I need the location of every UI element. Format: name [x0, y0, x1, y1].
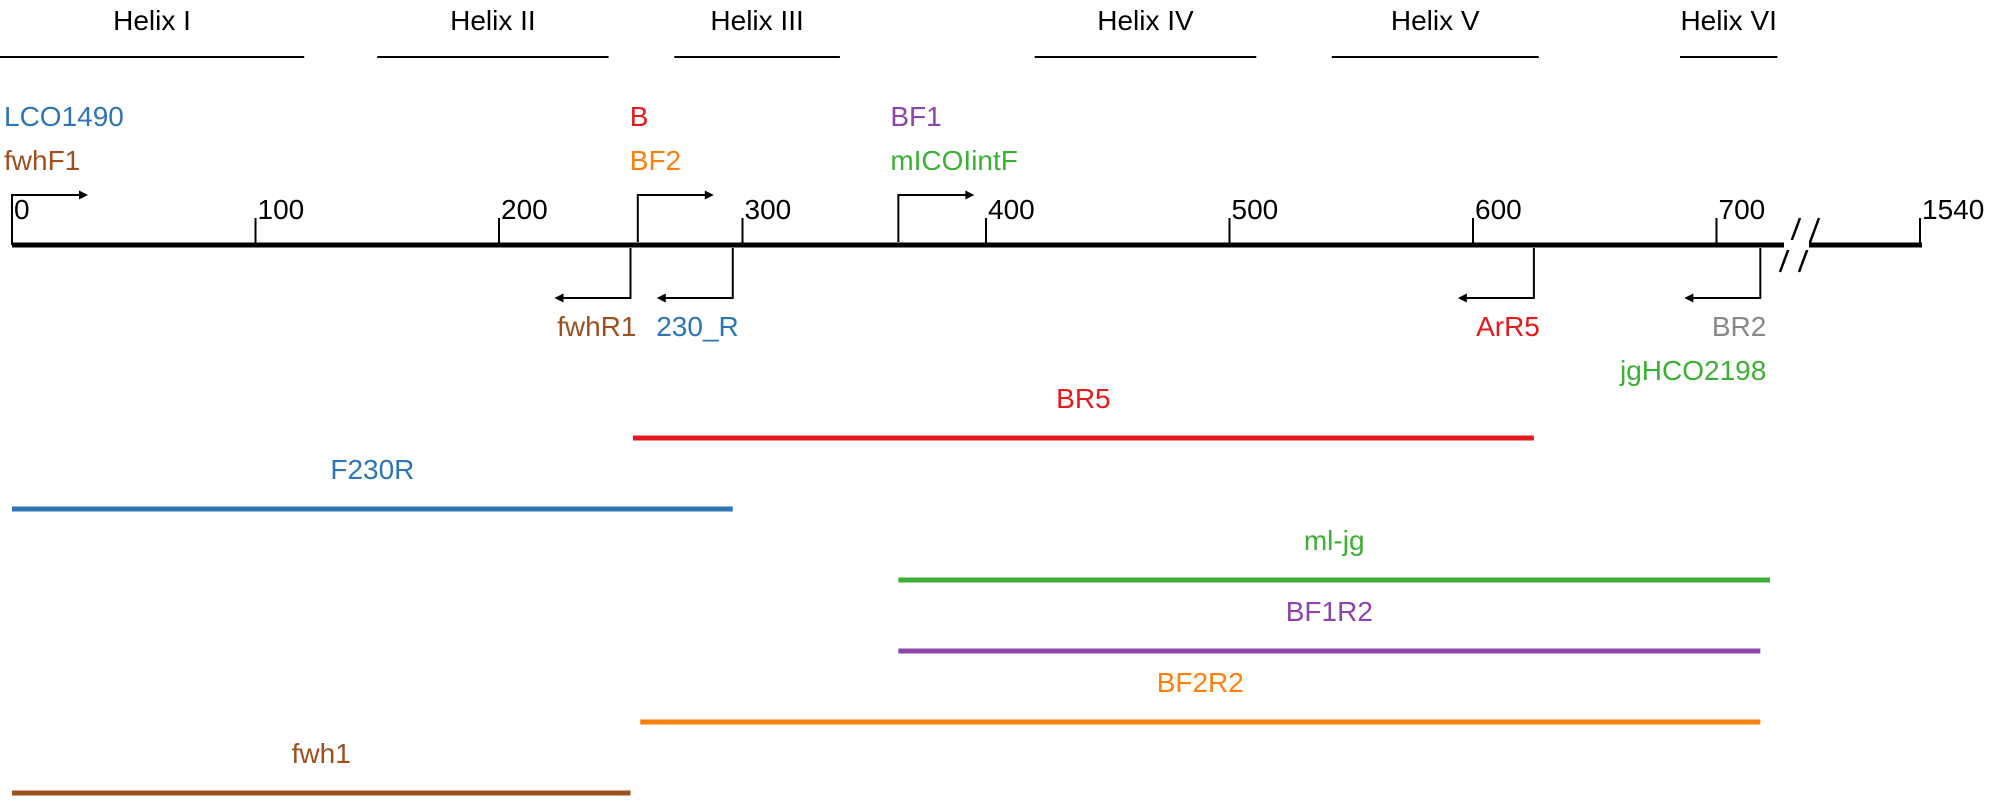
helix-label: Helix IV [1097, 5, 1194, 36]
sequence-axis: 0 100 200 300 400 500 600 700 1540 [11, 194, 1984, 273]
arrow-head-icon [704, 190, 714, 200]
forward-primer-label: B [630, 101, 649, 132]
helix-layer: Helix I Helix II Helix III Helix IV Helix V H… [0, 5, 1778, 58]
helix-label: Helix II [450, 5, 536, 36]
amplicon-label: BF2R2 [1157, 667, 1244, 698]
reverse-primer-arrow [562, 248, 632, 299]
reverse-primer-label: BR2 [1712, 311, 1766, 342]
amplicon-label: BF1R2 [1286, 596, 1373, 627]
arrow-head-icon [965, 190, 975, 200]
axis-tick-label: 200 [501, 194, 548, 225]
axis-tick-label: 600 [1475, 194, 1522, 225]
reverse-primer-label: ArR5 [1476, 311, 1540, 342]
axis-tick-label: 300 [745, 194, 792, 225]
forward-primer-label: LCO1490 [4, 101, 124, 132]
forward-primer-arrow [636, 194, 706, 242]
forward-primer-arrow [897, 194, 967, 242]
reverse-primer-label: fwhR1 [557, 311, 636, 342]
reverse-primer-arrow [664, 248, 734, 299]
helix-label: Helix VI [1680, 5, 1776, 36]
amplicon-label: ml-jg [1304, 525, 1365, 556]
reverse-primer-label: 230_R [656, 311, 739, 342]
amplicon-label: F230R [330, 454, 414, 485]
reverse-primer-arrow [1692, 248, 1762, 299]
forward-primer-label: mICOIintF [890, 145, 1018, 176]
arrow-head-icon [1684, 293, 1694, 303]
primer-layer: LCO1490 fwhF1 B BF2 BF1 mICOIintF fwhR1 230_R Ar… [4, 101, 1766, 386]
helix-label: Helix I [113, 5, 191, 36]
amplicon-label: fwh1 [292, 738, 351, 769]
arrow-head-icon [554, 293, 564, 303]
amplicon-layer: BR5 F230R ml-jg BF1R2 BF2R2 fwh1 [12, 383, 1771, 796]
axis-tick-label: 700 [1719, 194, 1766, 225]
axis-tick-label: 100 [258, 194, 305, 225]
forward-primer-label: fwhF1 [4, 145, 80, 176]
forward-primer-label: BF1 [890, 101, 941, 132]
helix-label: Helix V [1391, 5, 1480, 36]
arrow-head-icon [79, 190, 88, 200]
arrow-head-icon [656, 293, 666, 303]
forward-primer-label: BF2 [630, 145, 681, 176]
amplicon-label: BR5 [1056, 383, 1110, 414]
helix-label: Helix III [710, 5, 803, 36]
forward-primer-arrow [11, 194, 80, 242]
reverse-primer-arrow [1465, 248, 1535, 299]
arrow-head-icon [1457, 293, 1467, 303]
axis-tick-label: 400 [988, 194, 1035, 225]
axis-tick-label: 0 [14, 194, 30, 225]
axis-tick-label: 500 [1232, 194, 1279, 225]
axis-break-gap [1784, 240, 1809, 250]
axis-tick-label: 1540 [1922, 194, 1984, 225]
reverse-primer-label: jgHCO2198 [1619, 355, 1766, 386]
